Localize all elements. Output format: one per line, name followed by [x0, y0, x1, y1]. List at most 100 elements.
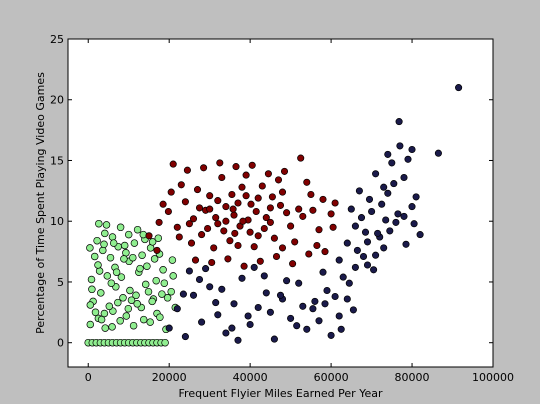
data-point [138, 251, 146, 259]
data-point [101, 229, 109, 238]
data-point [319, 195, 327, 203]
data-point [246, 228, 254, 236]
data-point [154, 234, 163, 242]
data-point [187, 239, 196, 247]
data-point [224, 255, 232, 263]
data-point [198, 318, 206, 326]
x-tick-label: 60000 [314, 371, 349, 384]
data-point [272, 252, 281, 261]
data-point [353, 246, 361, 254]
data-point [161, 338, 169, 347]
data-point [335, 312, 343, 320]
data-point [388, 159, 396, 167]
data-point [86, 244, 94, 252]
data-point [299, 302, 307, 310]
data-point [266, 204, 274, 212]
data-point [228, 324, 236, 332]
data-point [347, 205, 355, 213]
data-point [100, 309, 109, 318]
data-point [240, 262, 248, 270]
data-point [345, 279, 353, 287]
data-point [289, 260, 297, 268]
data-point [177, 181, 185, 189]
data-point [212, 299, 220, 307]
data-point [198, 231, 206, 239]
data-point [434, 149, 442, 157]
data-point [156, 313, 164, 321]
data-point [351, 263, 359, 271]
data-point [361, 228, 370, 236]
data-point [93, 236, 101, 245]
data-point [266, 218, 274, 226]
y-tick-label: 0 [57, 337, 64, 350]
data-point [181, 198, 189, 206]
data-point [173, 305, 181, 313]
data-point [410, 220, 418, 228]
data-point [214, 197, 222, 205]
y-tick-label: 20 [50, 94, 64, 107]
data-point [244, 312, 252, 320]
data-point [321, 248, 329, 256]
data-point [195, 204, 204, 212]
data-point [181, 333, 189, 341]
data-point [160, 279, 169, 287]
data-point [124, 304, 133, 313]
data-point [97, 289, 105, 297]
data-point [126, 286, 134, 295]
data-point [303, 178, 311, 186]
data-point [129, 253, 137, 262]
data-point [133, 300, 141, 308]
x-axis-label: Frequent Flyier Miles Earned Per Year [179, 387, 383, 400]
data-point [206, 283, 214, 291]
data-point [321, 300, 329, 308]
data-point [153, 246, 161, 254]
data-point [412, 193, 420, 201]
data-point [384, 150, 392, 158]
data-point [386, 227, 394, 235]
data-point [337, 325, 345, 333]
data-point [86, 301, 95, 309]
data-point [400, 173, 408, 182]
data-point [107, 279, 116, 287]
data-point [119, 294, 127, 302]
data-point [287, 314, 295, 322]
data-point [339, 273, 347, 281]
data-point [357, 214, 366, 222]
data-point [218, 173, 226, 182]
data-point [380, 183, 388, 191]
data-point [90, 252, 99, 261]
data-point [363, 261, 372, 269]
data-point [132, 291, 140, 300]
data-point [359, 252, 368, 261]
data-point [218, 285, 226, 293]
data-point [164, 207, 172, 216]
data-point [129, 321, 138, 330]
data-point [394, 210, 402, 218]
data-point [189, 291, 198, 299]
data-point [293, 322, 301, 330]
data-point [105, 302, 114, 311]
data-point [100, 240, 108, 249]
data-point [167, 188, 175, 196]
data-point [329, 223, 337, 231]
data-point [382, 216, 390, 224]
data-point [372, 251, 380, 259]
data-point [210, 244, 218, 252]
data-point [355, 187, 363, 195]
data-point [323, 286, 331, 295]
data-point [175, 233, 183, 241]
points-layer [84, 84, 463, 347]
data-point [116, 317, 124, 325]
data-point [254, 303, 262, 312]
data-point [262, 289, 270, 297]
y-tick-label: 15 [50, 154, 64, 167]
data-point [122, 312, 131, 320]
data-point [297, 154, 305, 162]
data-point [159, 200, 167, 208]
data-point [260, 224, 268, 233]
data-point [307, 190, 315, 199]
data-point [229, 205, 237, 213]
data-point [116, 223, 125, 232]
data-point [378, 200, 386, 208]
